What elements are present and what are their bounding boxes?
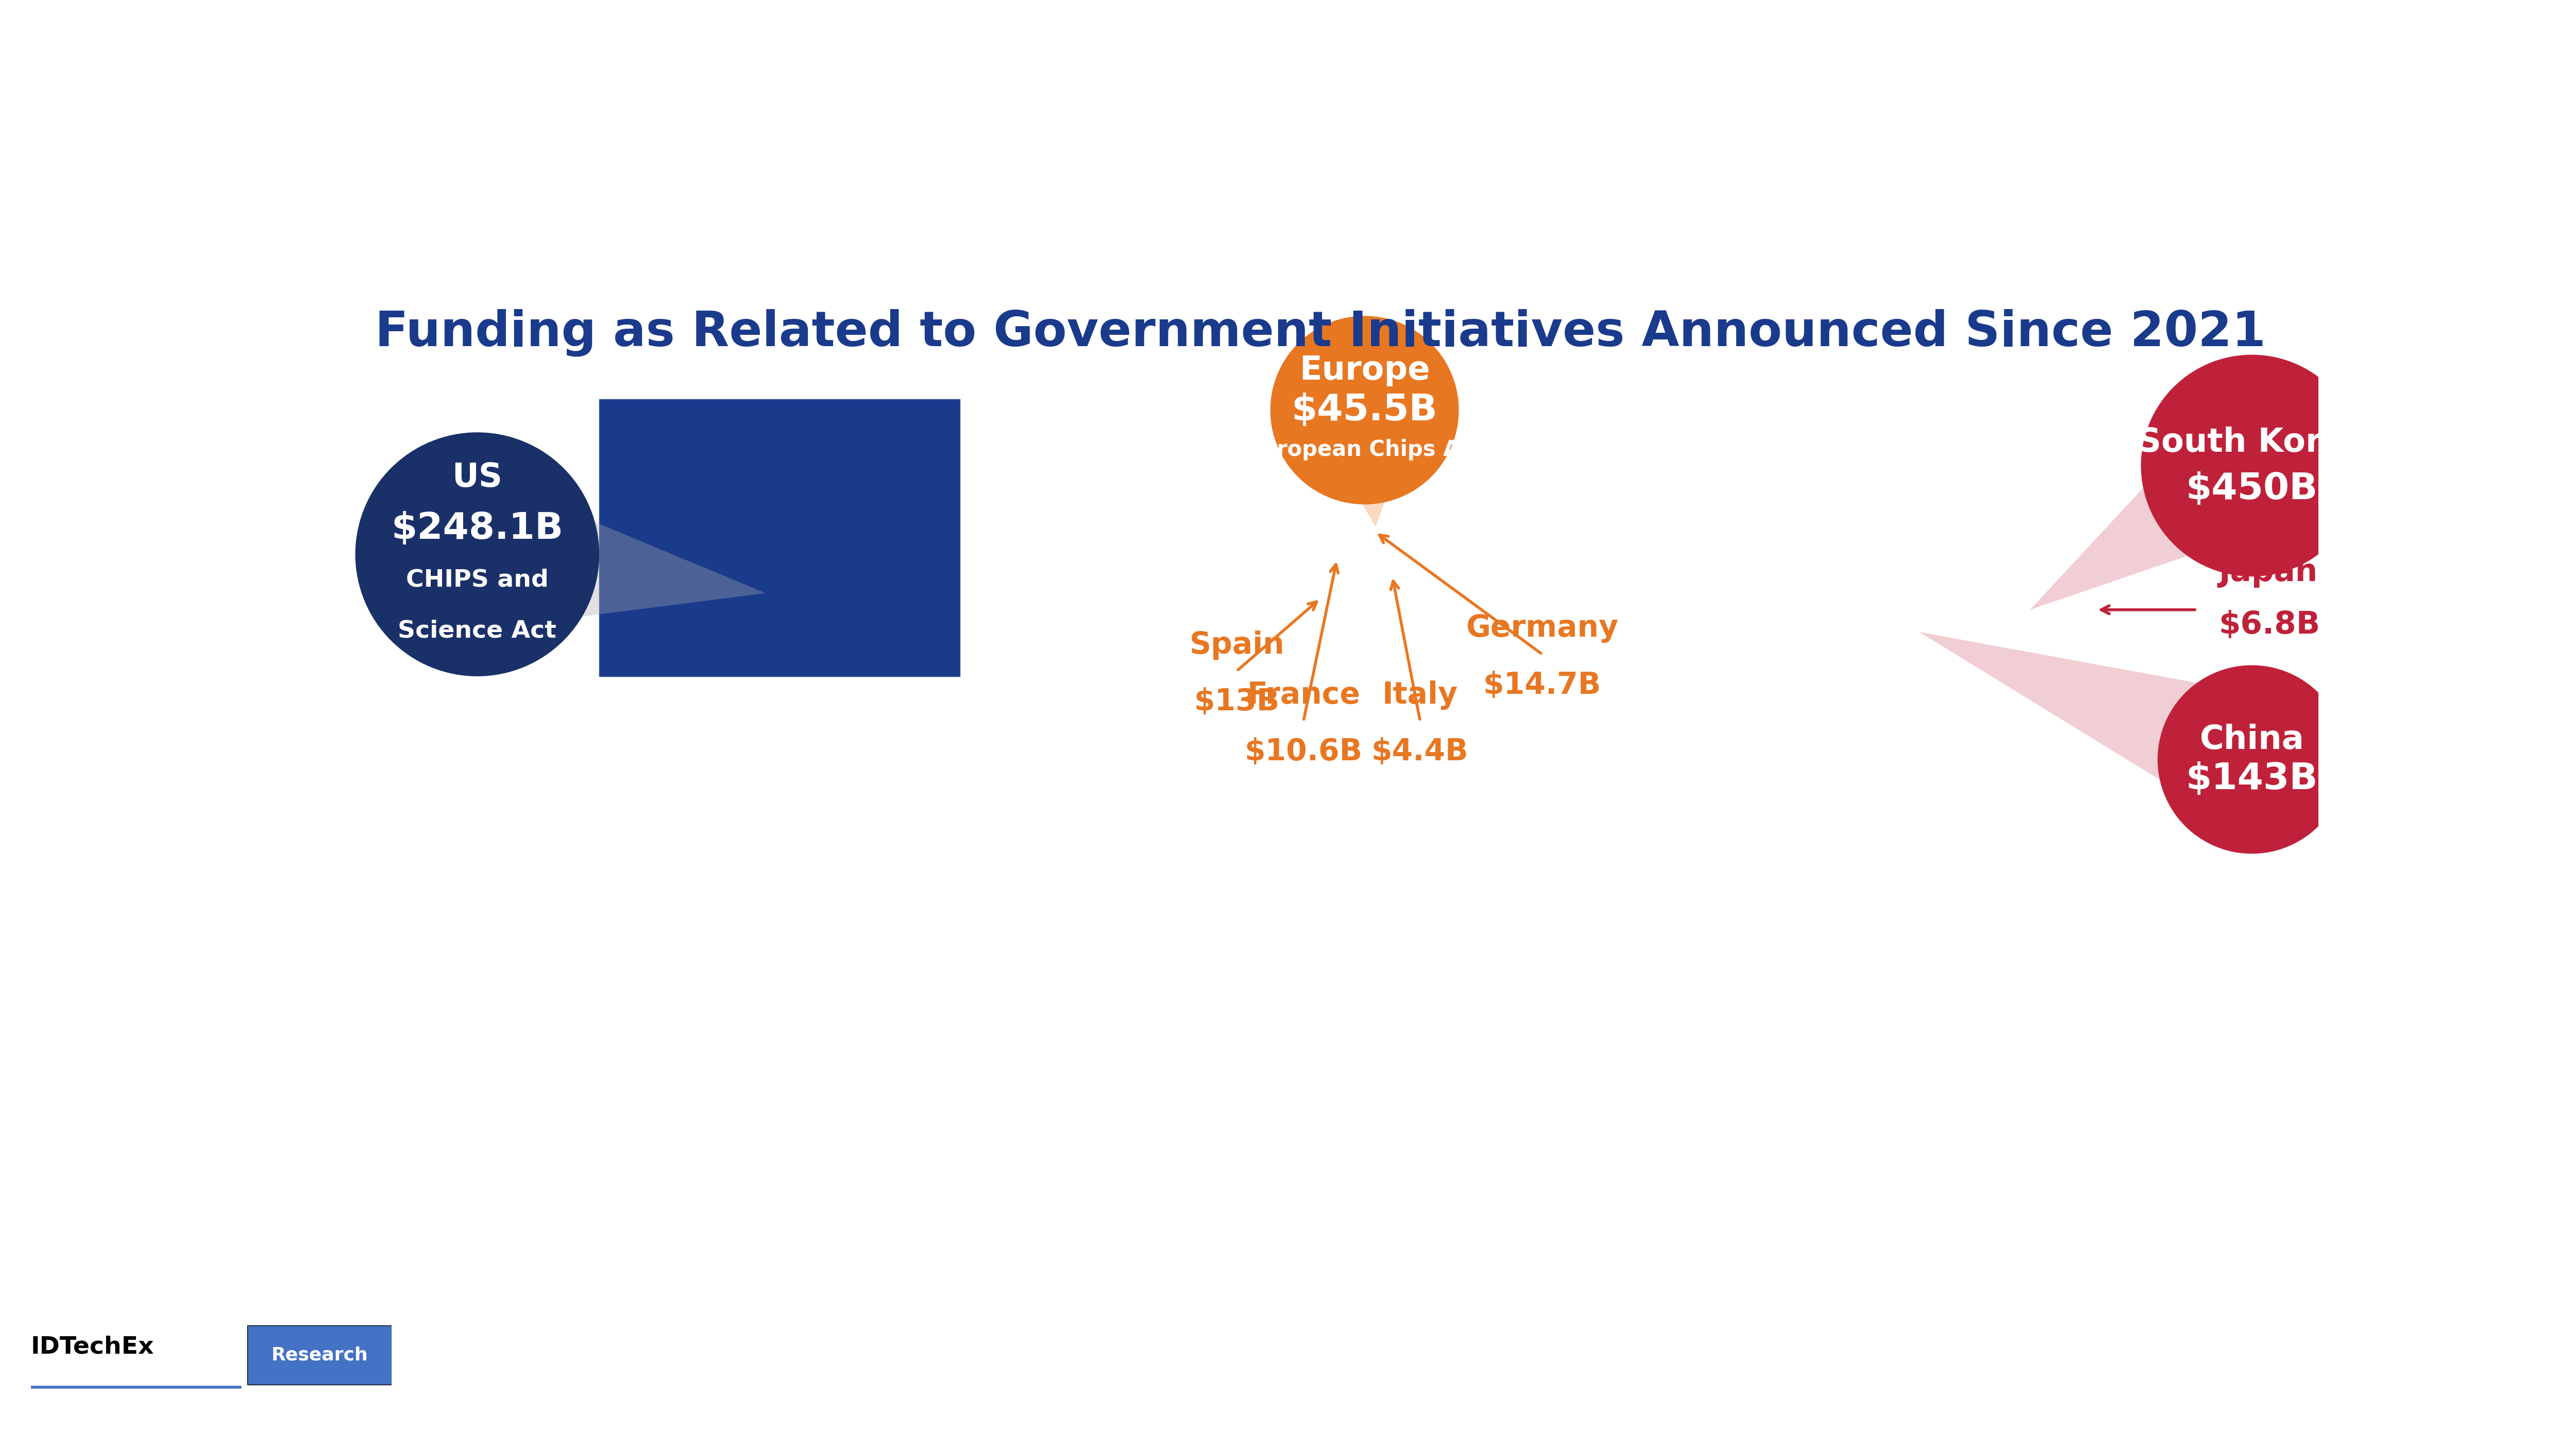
Polygon shape bbox=[2030, 410, 2287, 610]
Text: $450B: $450B bbox=[2187, 471, 2318, 507]
Bar bbox=[600, 398, 961, 677]
Text: Science Act: Science Act bbox=[397, 620, 556, 643]
Text: $248.1B: $248.1B bbox=[392, 511, 564, 546]
Text: Europe: Europe bbox=[1298, 355, 1430, 387]
Circle shape bbox=[355, 432, 600, 677]
Text: Italy: Italy bbox=[1383, 680, 1458, 710]
Text: IDTechEx: IDTechEx bbox=[31, 1336, 155, 1358]
Circle shape bbox=[1270, 316, 1458, 504]
Polygon shape bbox=[1309, 404, 1419, 526]
Text: $10.6B: $10.6B bbox=[1244, 738, 1363, 767]
Text: China: China bbox=[2200, 723, 2303, 755]
Text: $13B: $13B bbox=[1195, 687, 1280, 717]
Text: Spain: Spain bbox=[1190, 630, 1285, 659]
Text: $6.8B: $6.8B bbox=[2218, 610, 2321, 640]
Text: US: US bbox=[451, 461, 502, 494]
Text: $14.7B: $14.7B bbox=[1484, 671, 1602, 700]
Text: Japan: Japan bbox=[2218, 558, 2318, 588]
Text: CHIPS and: CHIPS and bbox=[407, 568, 549, 591]
Circle shape bbox=[2141, 355, 2362, 577]
Text: $45.5B: $45.5B bbox=[1291, 393, 1437, 427]
Text: Research: Research bbox=[270, 1346, 368, 1364]
Text: European Chips Act: European Chips Act bbox=[1247, 439, 1481, 461]
Polygon shape bbox=[1919, 632, 2275, 822]
Text: Funding as Related to Government Initiatives Announced Since 2021: Funding as Related to Government Initiat… bbox=[376, 309, 2264, 356]
Text: France: France bbox=[1247, 680, 1360, 710]
Text: South Korea: South Korea bbox=[2138, 426, 2367, 458]
FancyBboxPatch shape bbox=[247, 1326, 392, 1384]
Text: Germany: Germany bbox=[1466, 614, 1618, 643]
Text: $4.4B: $4.4B bbox=[1370, 738, 1468, 767]
Circle shape bbox=[2159, 665, 2347, 853]
Polygon shape bbox=[466, 477, 765, 632]
Text: $143B: $143B bbox=[2187, 762, 2318, 797]
